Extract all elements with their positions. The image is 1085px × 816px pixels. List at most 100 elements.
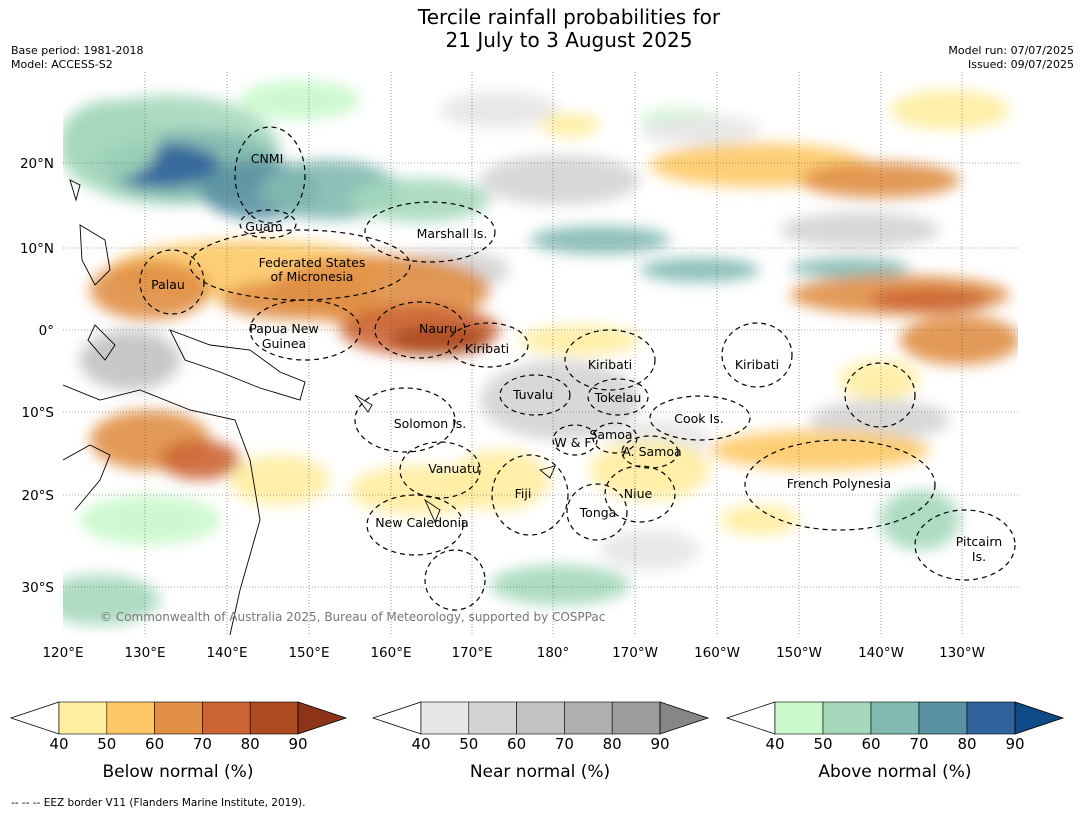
field-blob [440, 92, 560, 128]
field-blob [63, 575, 160, 625]
field-blob [600, 530, 700, 570]
near-normal-label: Near normal (%) [469, 762, 611, 782]
latitude-label: 10°N [20, 241, 54, 257]
model-text: Model: ACCESS-S2 [11, 58, 113, 71]
colorbar-lower-extension [9, 701, 60, 735]
longitude-label: 120°E [42, 645, 83, 661]
colorbar-tick-label: 60 [145, 735, 165, 753]
colorbar-segment [611, 701, 661, 735]
eez-border [649, 395, 751, 441]
colorbar-tick-label: 50 [459, 735, 479, 753]
colorbar-segment [774, 701, 824, 735]
latitude-label: 30°S [22, 580, 55, 596]
base-period-text: Base period: 1981-2018 [11, 44, 144, 57]
field-blob [540, 113, 600, 137]
region-label: Kiribati [735, 357, 779, 372]
colorbar-tick-label: 40 [49, 735, 69, 753]
eez-border [721, 322, 793, 388]
region-label: Papua New [249, 321, 318, 336]
eez-border [621, 435, 679, 469]
colorbar-segment [822, 701, 872, 735]
model-run-text: Model run: 07/07/2025 [948, 44, 1074, 57]
field-blob [880, 490, 960, 550]
region-label: Fiji [515, 486, 532, 501]
header-right: Model run: 07/07/2025 Issued: 09/07/2025 [948, 44, 1074, 72]
map-title: Tercile rainfall probabilities for 21 Ju… [0, 6, 1085, 52]
coastline [539, 465, 556, 479]
region-label: Tuvalu [512, 387, 553, 402]
field-blob [63, 100, 160, 180]
colorbar-tick-label: 90 [288, 735, 308, 753]
longitude-label: 160°E [370, 645, 411, 661]
eez-border [552, 424, 598, 456]
field-blob [640, 258, 760, 282]
longitude-label: 160°W [694, 645, 740, 661]
eez-border [239, 209, 297, 239]
region-label: Guinea [262, 336, 306, 351]
region-label: Marshall Is. [417, 226, 488, 241]
longitude-label: 170°E [451, 645, 492, 661]
colorbar-segment [106, 701, 155, 735]
colorbar-segment [468, 701, 517, 735]
latitude-labels: 20°N 10°N 0° 10°S 20°S 30°S [20, 156, 54, 596]
field-blob [800, 162, 960, 198]
eez-border [744, 439, 936, 531]
longitude-label: 150°W [776, 645, 822, 661]
longitude-label: 150°E [288, 645, 329, 661]
eez-border [366, 494, 464, 556]
coastline [169, 329, 306, 401]
colorbar-segment [870, 701, 920, 735]
colorbars [9, 701, 1065, 735]
colorbar-segment [420, 701, 470, 735]
eez-border [139, 249, 205, 315]
field-blob [80, 495, 220, 545]
latitude-label: 10°S [22, 405, 55, 421]
field-blob [350, 178, 490, 222]
eez-border [566, 483, 628, 541]
region-label: Tokelau [594, 390, 642, 405]
coastline [63, 384, 261, 635]
eez-border [424, 549, 486, 611]
region-label: Guam [245, 219, 282, 234]
latitude-label: 20°S [22, 488, 55, 504]
latitude-label: 0° [39, 323, 54, 339]
region-label: Kiribati [588, 357, 632, 372]
region-label: Is. [972, 549, 986, 564]
region-label: of Micronesia [271, 269, 354, 284]
region-label: CNMI [251, 151, 284, 166]
coastline [63, 444, 111, 511]
field-blob [80, 330, 180, 390]
longitude-label: 130°W [939, 645, 985, 661]
longitude-label: 140°E [206, 645, 247, 661]
field-blob [790, 258, 910, 278]
eez-border [354, 387, 456, 453]
field-blob [480, 360, 640, 440]
field-blob [590, 440, 710, 500]
field-blob [720, 505, 800, 535]
field-blob [240, 80, 360, 120]
eez-border [499, 374, 571, 416]
coastline [87, 324, 116, 361]
longitude-label: 180° [537, 645, 570, 661]
field-blob [490, 565, 630, 605]
coastline [69, 179, 81, 202]
graticule [63, 72, 1018, 635]
colorbar-tick-label: 40 [411, 735, 431, 753]
eez-border [249, 299, 361, 361]
region-label: New Caledonia [375, 515, 468, 530]
colorbar-upper-extension [1014, 701, 1065, 735]
colorbar-tick-label: 80 [240, 735, 260, 753]
colorbar [371, 701, 710, 735]
region-label: Nauru [419, 321, 457, 336]
field-blob [480, 155, 640, 205]
field-blob [870, 288, 990, 312]
field-blob [780, 212, 940, 248]
colorbar-lower-extension [371, 701, 422, 735]
coastlines [63, 179, 556, 635]
colorbar-tick-label: 80 [602, 735, 622, 753]
colorbar-segment [516, 701, 565, 735]
colorbar-tick-label: 60 [861, 735, 881, 753]
colorbar-tick-label: 90 [650, 735, 670, 753]
colorbar-tick-label: 50 [97, 735, 117, 753]
